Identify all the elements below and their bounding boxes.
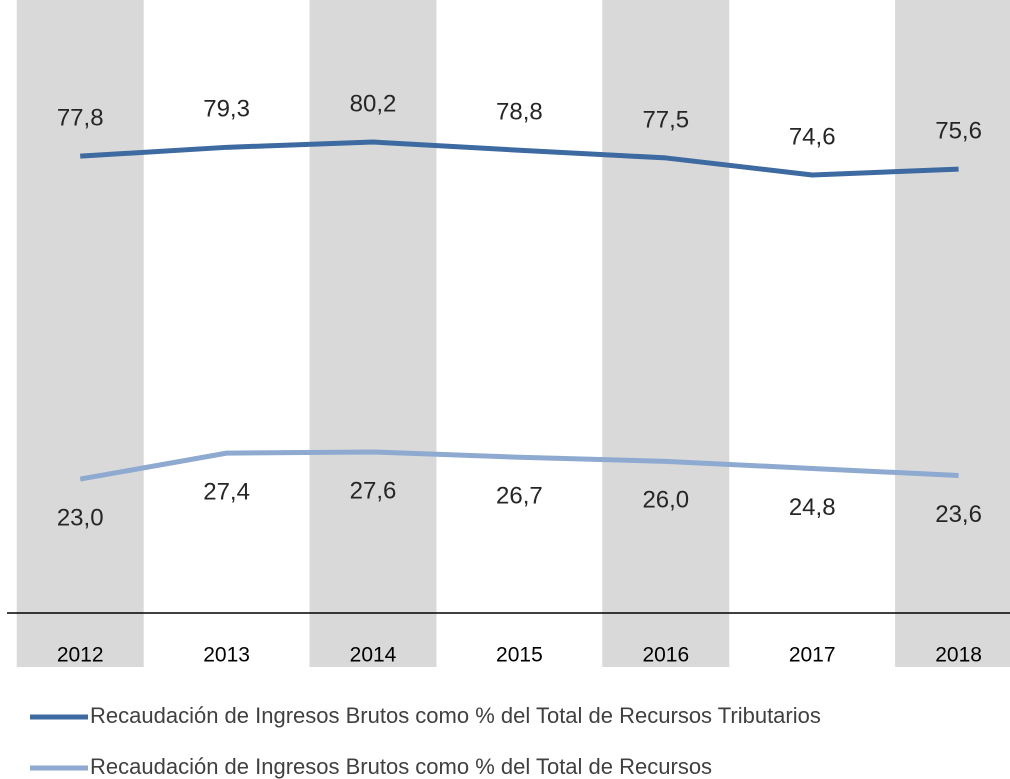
data-label: 23,0 (57, 504, 104, 531)
category-band (309, 0, 437, 667)
category-band (16, 0, 144, 667)
data-label: 77,5 (642, 106, 689, 133)
data-label: 77,8 (57, 104, 104, 131)
category-band (895, 0, 1010, 667)
x-tick-label: 2013 (203, 644, 250, 667)
data-label: 80,2 (350, 90, 397, 117)
data-label: 78,8 (496, 99, 543, 126)
legend-label: Recaudación de Ingresos Brutos como % de… (90, 754, 712, 779)
x-tick-label: 2017 (789, 644, 836, 667)
data-label: 23,6 (935, 501, 982, 528)
x-tick-label: 2012 (57, 644, 104, 667)
data-label: 75,6 (935, 117, 982, 144)
x-tick-label: 2015 (496, 644, 543, 667)
data-label: 79,3 (203, 96, 250, 123)
x-tick-label: 2016 (642, 644, 689, 667)
data-label: 74,6 (789, 123, 836, 150)
data-label: 27,4 (203, 478, 250, 505)
series-line (79, 449, 959, 482)
series-line (80, 139, 959, 178)
x-tick-label: 2018 (935, 644, 982, 667)
x-tick-label: 2014 (350, 644, 397, 667)
data-label: 26,7 (496, 483, 543, 510)
data-label: 26,0 (642, 487, 689, 514)
legend-label: Recaudación de Ingresos Brutos como % de… (90, 703, 821, 728)
category-band (602, 0, 730, 667)
data-label: 24,8 (789, 494, 836, 521)
data-label: 27,6 (350, 477, 397, 504)
